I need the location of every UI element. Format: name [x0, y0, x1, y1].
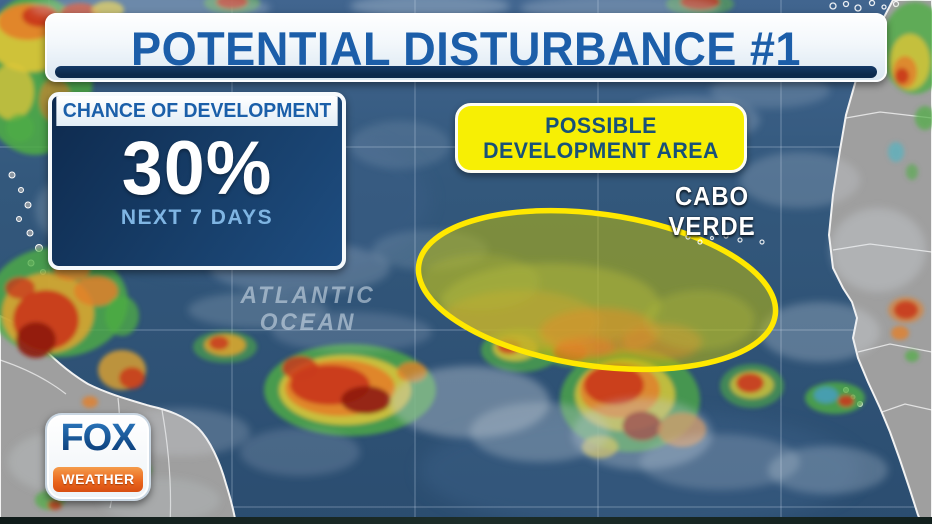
bottom-edge-strip — [0, 517, 932, 524]
cabo-verde-line2: VERDE — [668, 211, 756, 241]
dev-label-line2: DEVELOPMENT AREA — [483, 138, 719, 163]
chance-of-development-box: CHANCE OF DEVELOPMENT 30% NEXT 7 DAYS — [48, 92, 346, 270]
potential-disturbance-banner: POTENTIAL DISTURBANCE #1 — [45, 13, 887, 82]
possible-development-area-label: POSSIBLE DEVELOPMENT AREA — [455, 103, 747, 173]
chance-timeframe-label: NEXT 7 DAYS — [120, 206, 274, 229]
fox-logo-weather-text: WEATHER — [53, 467, 143, 492]
development-area-ellipse — [415, 207, 779, 373]
cabo-verde-map-label: CABO VERDE — [632, 181, 792, 241]
ocean-label-line2: OCEAN — [259, 309, 357, 336]
canary-islands — [829, 0, 900, 12]
fox-weather-logo: FOX WEATHER — [45, 413, 151, 501]
chance-percentage-value: 30% — [121, 126, 273, 211]
chance-box-header: CHANCE OF DEVELOPMENT — [56, 96, 338, 126]
atlantic-ocean-map-label: ATLANTIC OCEAN — [208, 282, 408, 336]
ocean-label-line1: ATLANTIC — [240, 282, 376, 309]
cabo-verde-islands — [685, 230, 765, 245]
fox-logo-brand-text: FOX — [47, 417, 149, 460]
banner-navy-strip — [55, 66, 877, 78]
dev-label-line1: POSSIBLE — [545, 113, 657, 138]
cabo-verde-line1: CABO — [674, 181, 750, 211]
